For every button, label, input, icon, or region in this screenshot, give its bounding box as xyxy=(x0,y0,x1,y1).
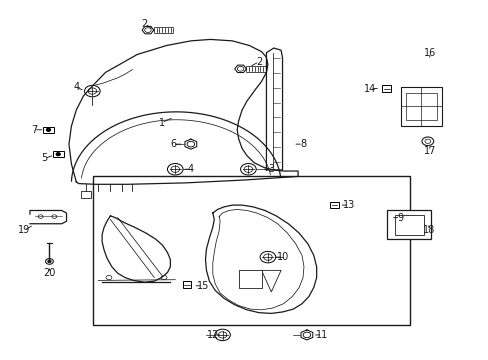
Bar xyxy=(182,282,191,288)
Bar xyxy=(330,202,338,208)
Bar xyxy=(394,215,423,235)
Bar xyxy=(81,192,91,198)
Bar xyxy=(43,127,54,133)
Bar xyxy=(117,192,126,198)
Text: 8: 8 xyxy=(299,139,305,149)
Bar xyxy=(405,93,436,120)
Text: 2: 2 xyxy=(141,19,147,29)
Text: 6: 6 xyxy=(170,139,177,149)
Circle shape xyxy=(56,153,60,156)
Text: 2: 2 xyxy=(256,57,262,67)
Bar xyxy=(238,270,262,288)
Text: 4: 4 xyxy=(187,164,194,174)
Text: 9: 9 xyxy=(397,213,403,222)
Text: 13: 13 xyxy=(343,200,355,210)
Bar xyxy=(93,192,103,198)
Circle shape xyxy=(46,129,50,131)
Bar xyxy=(400,87,441,126)
Text: 20: 20 xyxy=(43,268,56,278)
Circle shape xyxy=(48,260,51,262)
Text: 15: 15 xyxy=(197,281,209,291)
Text: 10: 10 xyxy=(277,252,289,262)
Bar xyxy=(53,151,63,157)
Text: 14: 14 xyxy=(364,84,376,94)
Text: 19: 19 xyxy=(18,225,30,235)
Text: 7: 7 xyxy=(31,125,37,135)
Text: 18: 18 xyxy=(422,225,434,235)
Bar xyxy=(382,85,390,92)
Text: 1: 1 xyxy=(158,118,164,128)
Text: 16: 16 xyxy=(423,48,435,58)
Bar xyxy=(105,192,115,198)
Text: 3: 3 xyxy=(268,164,274,174)
Bar xyxy=(386,211,430,239)
Text: 11: 11 xyxy=(316,330,328,340)
Text: 4: 4 xyxy=(73,82,79,92)
Text: 17: 17 xyxy=(423,146,435,156)
Text: 12: 12 xyxy=(206,330,219,340)
Text: 5: 5 xyxy=(41,153,48,163)
Bar xyxy=(93,176,409,325)
Bar xyxy=(127,192,137,198)
